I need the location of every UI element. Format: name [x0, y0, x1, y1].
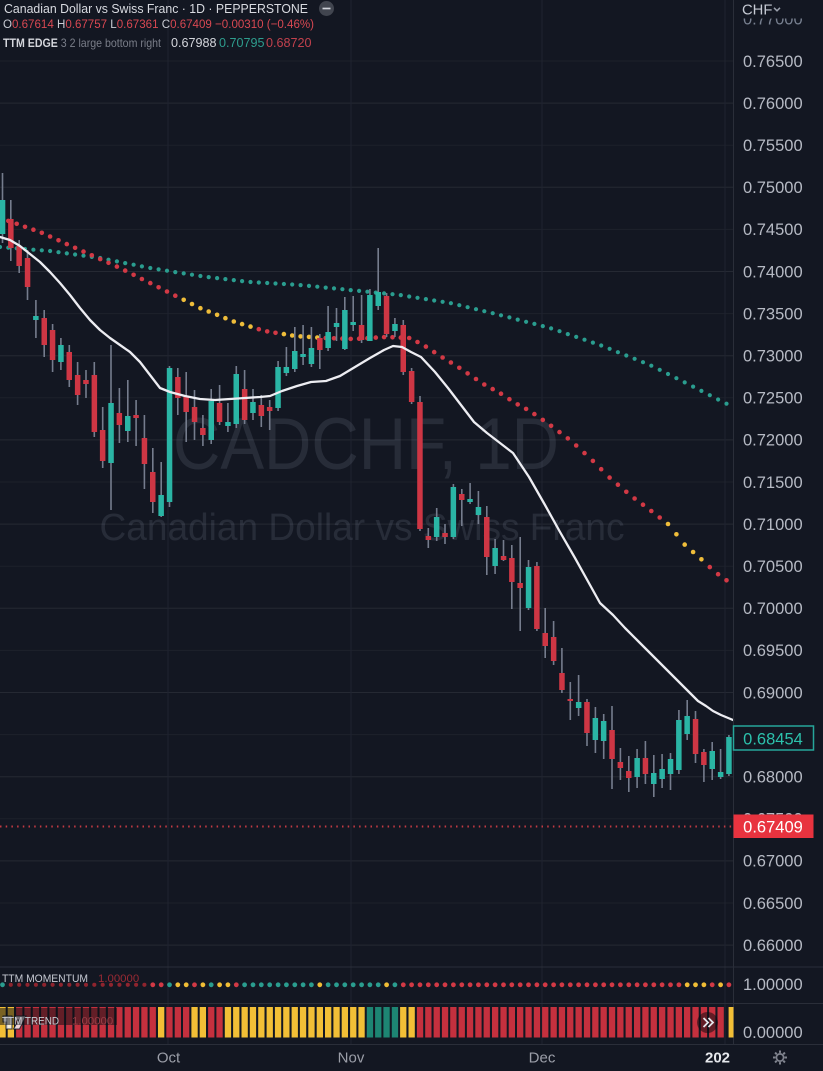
- svg-text:0.69000: 0.69000: [743, 684, 803, 702]
- svg-text:0.66500: 0.66500: [743, 895, 803, 913]
- svg-text:0.73500: 0.73500: [743, 305, 803, 323]
- svg-text:0.76000: 0.76000: [743, 95, 803, 113]
- svg-text:0.71000: 0.71000: [743, 516, 803, 534]
- svg-text:0.68720: 0.68720: [266, 36, 312, 50]
- svg-text:TTM EDGE 3 2 large bottom righ: TTM EDGE 3 2 large bottom right: [3, 36, 162, 50]
- svg-text:1.00000: 1.00000: [743, 976, 803, 994]
- svg-text:0.70795: 0.70795: [219, 36, 265, 50]
- svg-text:0.76500: 0.76500: [743, 53, 803, 71]
- svg-text:0.69500: 0.69500: [743, 642, 803, 660]
- svg-text:0.75000: 0.75000: [743, 179, 803, 197]
- svg-text:0.74500: 0.74500: [743, 221, 803, 239]
- svg-text:202: 202: [705, 1050, 730, 1067]
- svg-text:0.68000: 0.68000: [743, 769, 803, 787]
- svg-text:0.67988: 0.67988: [171, 36, 217, 50]
- svg-text:0.75500: 0.75500: [743, 137, 803, 155]
- svg-text:Canadian Dollar vs Swiss Franc: Canadian Dollar vs Swiss Franc: [100, 507, 625, 549]
- svg-text:0.70500: 0.70500: [743, 558, 803, 576]
- svg-text:TTM MOMENTUM: TTM MOMENTUM: [2, 973, 88, 985]
- svg-text:0.74000: 0.74000: [743, 263, 803, 281]
- svg-text:0.67000: 0.67000: [743, 853, 803, 871]
- svg-text:Dec: Dec: [529, 1050, 556, 1067]
- svg-text:0.67409: 0.67409: [743, 819, 803, 837]
- svg-text:O0.67614 H0.67757 L0.67361 C0.: O0.67614 H0.67757 L0.67361 C0.67409 −0.0…: [3, 17, 314, 31]
- svg-text:CHF: CHF: [742, 3, 772, 19]
- svg-text:TTM TREND: TTM TREND: [2, 1016, 59, 1028]
- svg-text:0.66000: 0.66000: [743, 937, 803, 955]
- svg-text:0.71500: 0.71500: [743, 474, 803, 492]
- svg-text:0.73000: 0.73000: [743, 348, 803, 366]
- svg-text:0.72000: 0.72000: [743, 432, 803, 450]
- svg-text:0.00000: 0.00000: [743, 1024, 803, 1042]
- svg-text:1.00000: 1.00000: [72, 1016, 113, 1028]
- svg-text:Canadian Dollar vs Swiss Franc: Canadian Dollar vs Swiss Franc · 1D · PE…: [4, 1, 308, 16]
- svg-text:0.68454: 0.68454: [743, 730, 803, 748]
- svg-text:1.00000: 1.00000: [98, 973, 139, 985]
- svg-text:Oct: Oct: [157, 1050, 181, 1067]
- svg-text:Nov: Nov: [338, 1050, 365, 1067]
- svg-text:0.72500: 0.72500: [743, 390, 803, 408]
- svg-text:0.70000: 0.70000: [743, 600, 803, 618]
